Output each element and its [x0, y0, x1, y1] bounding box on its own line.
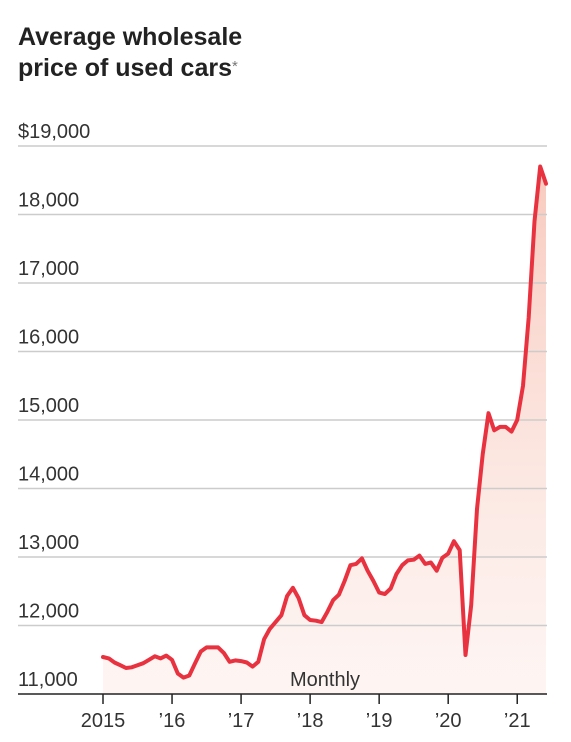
area — [103, 166, 546, 694]
annotation: Monthly — [290, 669, 360, 691]
chart-title: Average wholesale price of used cars* — [18, 22, 278, 84]
y-tick-label: 12,000 — [18, 601, 79, 623]
x-tick-label: ’21 — [504, 710, 531, 732]
x-tick-label: ’20 — [435, 710, 462, 732]
x-tick-label: 2015 — [81, 710, 126, 732]
y-tick-label: 13,000 — [18, 532, 79, 554]
x-tick-label: ’18 — [297, 710, 324, 732]
line — [101, 164, 548, 680]
y-tick-label: 18,000 — [18, 190, 79, 212]
y-tick-label: 16,000 — [18, 327, 79, 349]
y-tick-label: 15,000 — [18, 395, 79, 417]
x-tick-label: ’19 — [366, 710, 393, 732]
y-tick-label: $19,000 — [18, 121, 90, 143]
title-text: Average wholesale price of used cars — [18, 23, 243, 82]
x-tick-label: ’17 — [228, 710, 255, 732]
y-tick-label: 14,000 — [18, 464, 79, 486]
title-note: * — [231, 58, 238, 75]
y-tick-label: 17,000 — [18, 258, 79, 280]
x-tick-label: ’16 — [159, 710, 186, 732]
y-tick-label: 11,000 — [18, 669, 78, 691]
